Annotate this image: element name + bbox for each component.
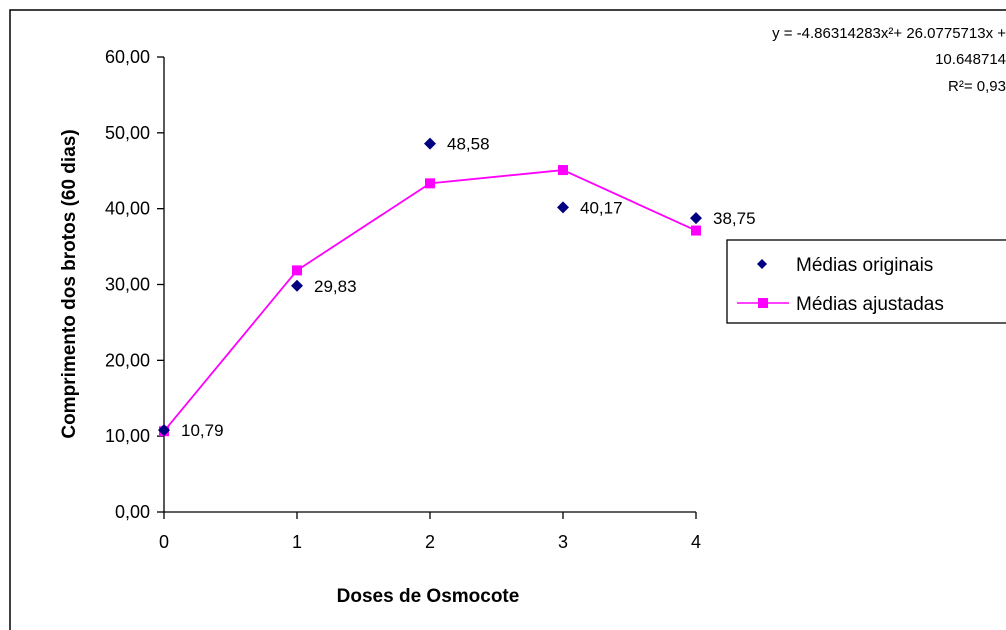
regression-annotation: y = -4.86314283x²+ 26.0775713x + 10.6487… — [772, 25, 1006, 95]
legend-fitted-label: Médias ajustadas — [796, 294, 944, 315]
x-ticks: 0 1 2 3 4 — [159, 512, 701, 552]
legend-box — [726, 239, 1006, 324]
y-tick-label: 10,00 — [105, 426, 150, 446]
data-label: 10,79 — [181, 421, 224, 440]
fitted-point — [292, 265, 302, 276]
x-tick-label: 3 — [558, 532, 568, 552]
original-point — [291, 279, 303, 292]
original-series: 10,79 29,83 48,58 40,17 38,75 — [158, 135, 756, 440]
legend-original-label: Médias originais — [796, 255, 933, 276]
y-tick-label: 50,00 — [105, 123, 150, 143]
data-label: 38,75 — [713, 209, 756, 228]
y-tick-label: 60,00 — [105, 47, 150, 67]
fitted-point — [425, 178, 435, 189]
data-label: 40,17 — [580, 198, 623, 217]
equation-line-2: 10.648714 — [935, 51, 1006, 68]
y-tick-label: 0,00 — [115, 502, 150, 522]
y-tick-label: 20,00 — [105, 350, 150, 370]
data-label: 29,83 — [314, 277, 357, 296]
equation-r-squared: R²= 0,93 — [948, 78, 1006, 95]
original-point — [690, 212, 702, 225]
original-point — [158, 424, 170, 437]
original-point — [424, 137, 436, 150]
legend: Médias originais Médias ajustadas — [726, 239, 1006, 324]
y-tick-label: 40,00 — [105, 199, 150, 219]
x-tick-label: 4 — [691, 532, 701, 552]
y-ticks: 0,00 10,00 20,00 30,00 40,00 50,00 60,00 — [105, 47, 164, 522]
legend-diamond-icon — [757, 259, 767, 269]
legend-square-icon — [758, 298, 768, 308]
equation-line-1: y = -4.86314283x²+ 26.0775713x + — [772, 25, 1006, 42]
fitted-point — [558, 165, 568, 176]
fitted-point — [691, 225, 701, 236]
x-tick-label: 1 — [292, 532, 302, 552]
y-axis-title: Comprimento dos brotos (60 dias) — [59, 129, 80, 438]
y-tick-label: 30,00 — [105, 275, 150, 295]
x-axis-title: Doses de Osmocote — [337, 586, 520, 607]
x-tick-label: 2 — [425, 532, 435, 552]
x-tick-label: 0 — [159, 532, 169, 552]
original-point — [557, 201, 569, 214]
data-label: 48,58 — [447, 135, 490, 154]
